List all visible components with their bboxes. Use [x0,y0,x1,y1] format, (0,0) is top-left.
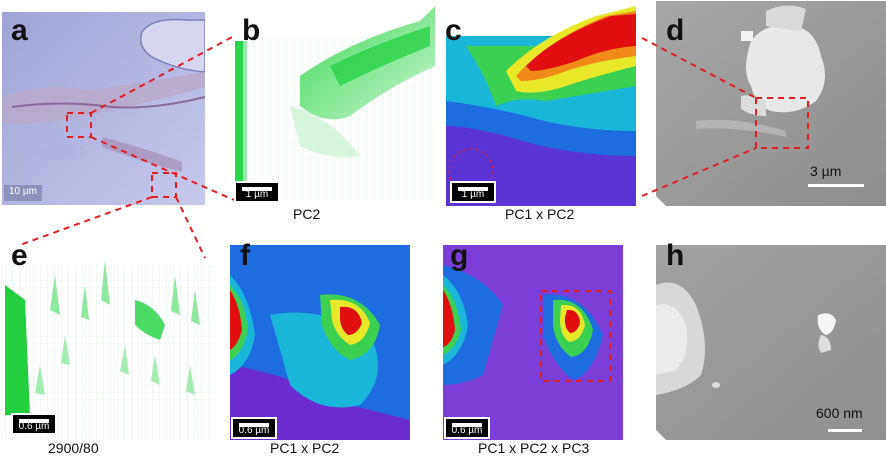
pc1-pc2-surface [446,6,636,206]
panel-g-heatmap: 0.6 µm [443,245,623,440]
panel-e-2900-map: 0.6 µm [5,245,215,440]
scalebar-a: 10 µm [4,185,42,201]
scalebar-e: 0.6 µm [11,413,57,435]
panel-a-optical-image: 10 µm [2,12,205,205]
scalebar-label: 1 µm [461,189,485,200]
panel-letter: g [450,239,469,272]
scalebar-label: 0.6 µm [18,421,50,432]
scalebar-c: 1 µm [450,181,496,203]
scalebar-label: 1 µm [245,189,269,200]
panel-letter: e [11,239,28,272]
panel-letter: f [240,239,250,272]
panel-f-caption: PC1 x PC2 [270,440,340,456]
panel-g-caption: PC1 x PC2 x PC3 [478,440,590,456]
scalebar-b: 1 µm [234,181,280,203]
scalebar-h-line [828,429,862,432]
scalebar-g: 0.6 µm [444,417,490,439]
panel-letter: a [11,14,28,47]
scalebar-label: 0.6 µm [238,425,270,436]
sem-micrograph [656,245,886,440]
panel-d-sem-image: 3 µm [656,1,886,206]
pc1-pc2-surface [230,245,410,440]
panel-b-caption: PC2 [293,206,321,222]
panel-letter: c [445,14,462,47]
panel-b-pc2-map: 1 µm [230,6,435,206]
scalebar-label: 10 µm [9,186,37,197]
pc1-pc2-pc3-surface [443,245,623,440]
panel-letter: b [242,14,261,47]
panel-letter: h [666,239,685,272]
panel-f-heatmap: 0.6 µm [230,245,410,440]
panel-e-caption: 2900/80 [48,440,99,456]
panel-c-heatmap: 1 µm [446,6,636,206]
band-2900-surface [5,260,215,440]
optical-micrograph [2,12,205,205]
panel-letter: d [666,14,685,47]
scalebar-label: 0.6 µm [451,425,483,436]
scalebar-label: 600 nm [816,405,863,421]
pc2-surface [235,6,435,201]
sem-micrograph [656,1,886,206]
scalebar-f: 0.6 µm [231,417,277,439]
panel-h-sem-image: 600 nm [656,245,886,440]
panel-c-caption: PC1 x PC2 [505,206,575,222]
scalebar-label: 3 µm [810,163,842,179]
scalebar-d-line [808,184,864,187]
